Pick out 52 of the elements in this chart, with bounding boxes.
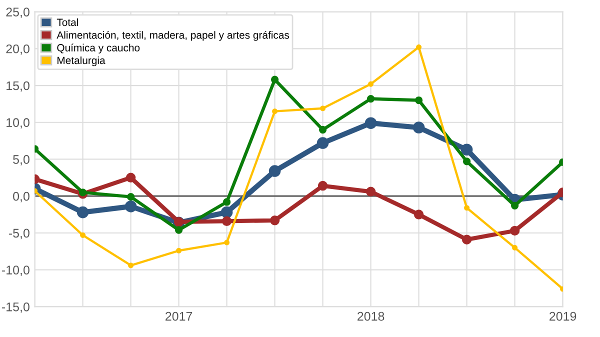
x-tick-label: 2019 [550, 312, 576, 321]
point [510, 202, 519, 210]
point [464, 205, 470, 211]
point [318, 126, 327, 134]
point [462, 158, 471, 166]
legend-label: Metalurgia [58, 56, 106, 66]
y-tick-label: -5,0 [8, 228, 30, 240]
point [320, 106, 326, 112]
y-tick-label: 20,0 [6, 44, 30, 55]
legend-label: Química y caucho [57, 44, 140, 54]
point [368, 81, 374, 87]
point [174, 226, 183, 234]
point [126, 193, 135, 201]
point [222, 216, 232, 226]
point [316, 137, 329, 149]
point [270, 216, 280, 226]
point [272, 108, 278, 114]
point [414, 210, 424, 220]
point [270, 76, 279, 84]
point [220, 206, 233, 218]
point [224, 240, 230, 246]
point [318, 180, 328, 191]
point [462, 234, 472, 244]
point [80, 232, 86, 238]
point [364, 117, 377, 130]
y-tick-label: 15,0 [6, 81, 30, 92]
y-tick-label: 25,0 [6, 8, 30, 18]
point [176, 248, 182, 254]
y-tick-label: -10,0 [2, 266, 30, 276]
point [124, 200, 137, 212]
point [460, 144, 473, 156]
legend-label: Alimentación, textil, madera, papel y artes gráficas [56, 30, 290, 41]
x-tick-label: 2018 [358, 312, 384, 321]
point [128, 262, 134, 268]
point [512, 244, 518, 250]
legend-label: Total [56, 18, 78, 26]
point [76, 206, 89, 218]
point [78, 188, 87, 196]
point [366, 94, 375, 103]
point [222, 198, 231, 206]
point [416, 44, 422, 50]
point [366, 186, 376, 197]
x-tick-label: 2017 [166, 312, 192, 321]
y-tick-label: -15,0 [2, 302, 30, 313]
y-tick-label: 0,0 [13, 192, 30, 202]
y-tick-label: 10,0 [6, 118, 30, 128]
point [414, 96, 423, 104]
point [126, 172, 136, 183]
y-tick-label: 5,0 [13, 155, 30, 166]
point [268, 165, 281, 177]
point [510, 226, 520, 236]
point [412, 122, 425, 134]
